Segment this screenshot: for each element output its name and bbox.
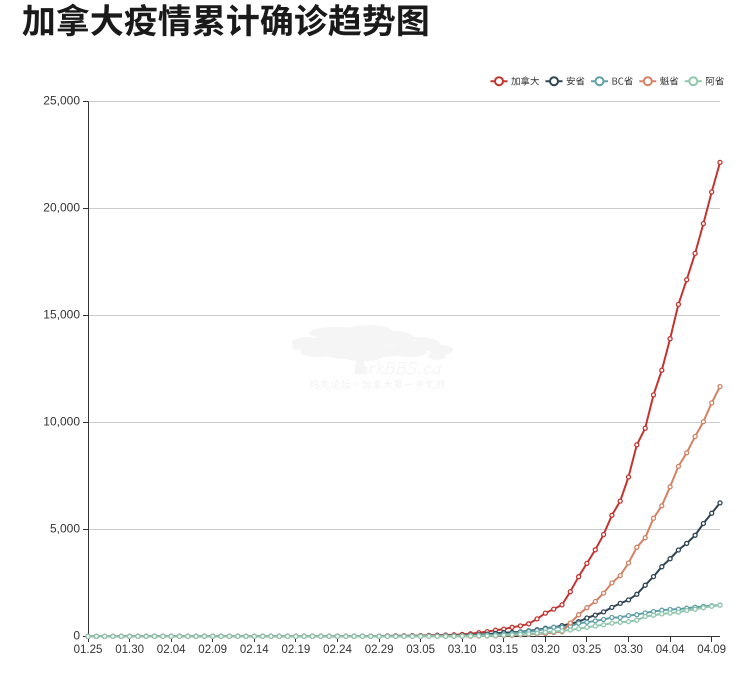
- svg-text:02.04: 02.04: [157, 644, 186, 656]
- svg-text:03.10: 03.10: [448, 644, 477, 656]
- svg-text:5,000: 5,000: [50, 522, 80, 536]
- svg-text:03.15: 03.15: [489, 644, 518, 656]
- svg-text:02.29: 02.29: [365, 644, 394, 656]
- svg-text:03.20: 03.20: [531, 644, 560, 656]
- svg-text:02.09: 02.09: [198, 644, 227, 656]
- svg-text:15,000: 15,000: [43, 308, 80, 322]
- svg-text:01.30: 01.30: [115, 644, 144, 656]
- svg-text:0: 0: [73, 629, 80, 643]
- svg-text:04.09: 04.09: [697, 644, 726, 656]
- svg-text:02.24: 02.24: [323, 644, 352, 656]
- svg-text:03.25: 03.25: [573, 644, 602, 656]
- svg-text:01.25: 01.25: [74, 644, 103, 656]
- svg-text:03.05: 03.05: [406, 644, 435, 656]
- svg-text:02.14: 02.14: [240, 644, 269, 656]
- svg-text:25,000: 25,000: [43, 94, 80, 108]
- svg-text:02.19: 02.19: [282, 644, 311, 656]
- svg-text:10,000: 10,000: [43, 415, 80, 429]
- svg-text:04.04: 04.04: [656, 644, 685, 656]
- svg-text:03.30: 03.30: [614, 644, 643, 656]
- svg-text:20,000: 20,000: [43, 201, 80, 215]
